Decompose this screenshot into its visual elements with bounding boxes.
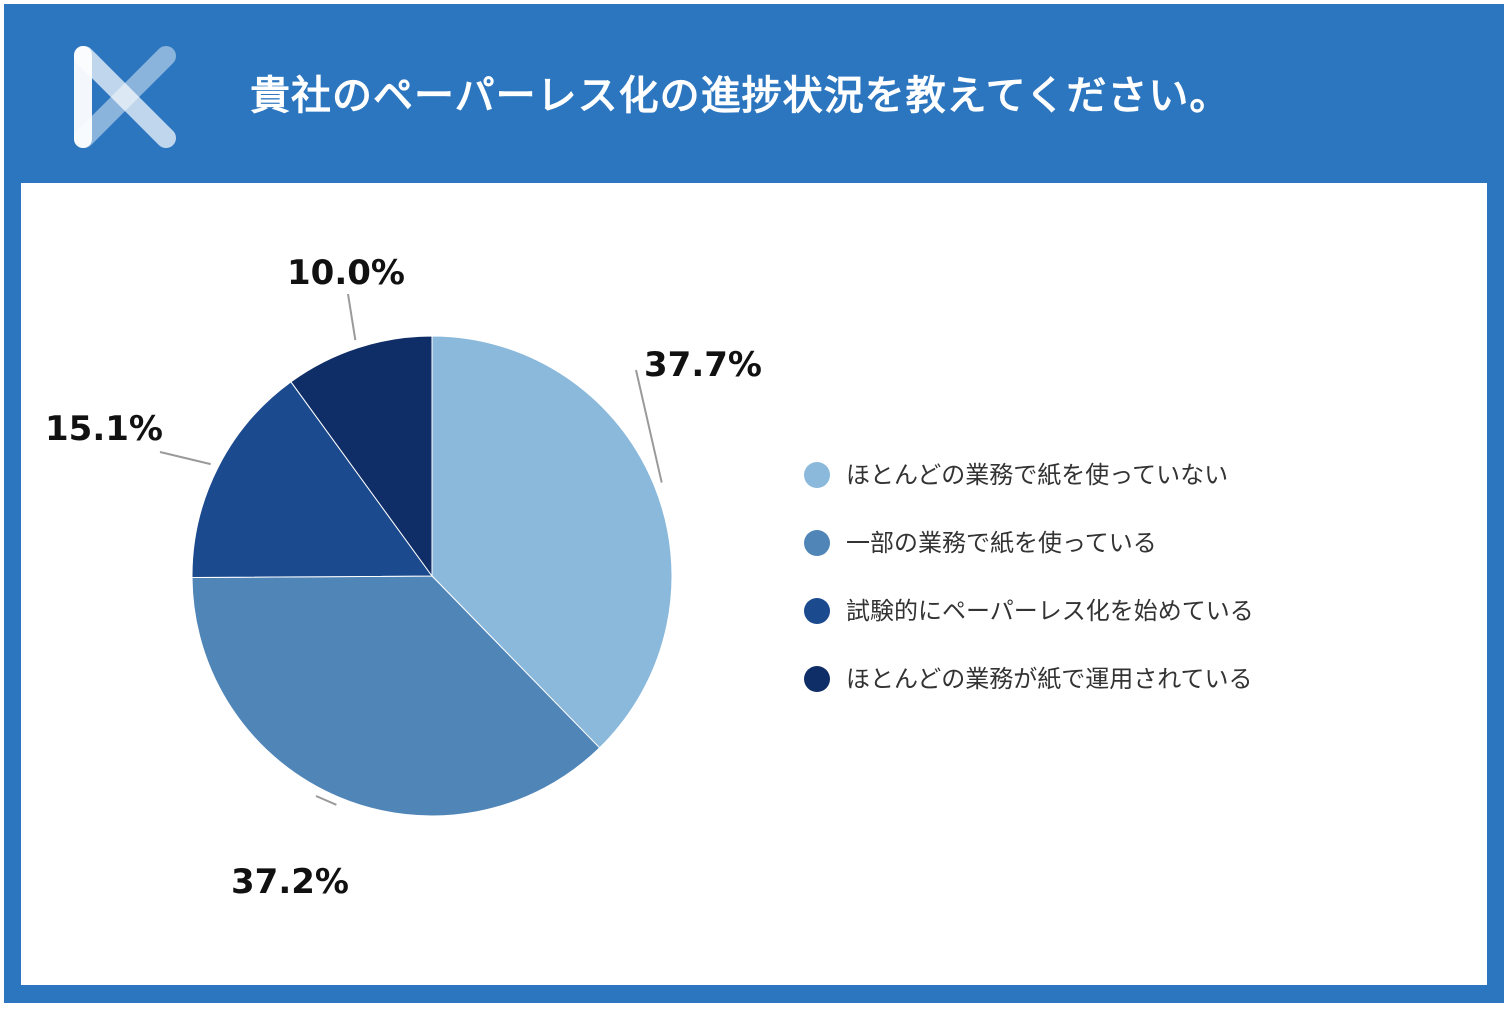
legend-label: 一部の業務で紙を使っている xyxy=(846,529,1157,557)
slice-value-label-3: 15.1% xyxy=(45,409,163,449)
pie-slice-2 xyxy=(191,575,601,817)
leader-line-4 xyxy=(347,293,357,341)
legend-label: 試験的にペーパーレス化を始めている xyxy=(846,597,1254,625)
leader-line-3 xyxy=(159,451,211,466)
pie-slice-3 xyxy=(191,381,433,579)
leader-line-2 xyxy=(315,795,337,806)
page-title: 貴社のペーパーレス化の進捗状況を教えてください。 xyxy=(250,73,1231,119)
legend-swatch xyxy=(804,462,830,488)
legend-swatch xyxy=(804,666,830,692)
legend-swatch xyxy=(804,598,830,624)
leader-line-1 xyxy=(635,369,663,483)
slice-value-label-2: 37.2% xyxy=(231,862,349,902)
legend-swatch xyxy=(804,530,830,556)
slice-value-label-1: 37.7% xyxy=(644,345,762,385)
pie-slice-1 xyxy=(431,335,673,749)
legend-label: ほとんどの業務が紙で運用されている xyxy=(846,665,1253,693)
logo-icon xyxy=(74,46,176,148)
slice-value-label-4: 10.0% xyxy=(287,253,405,293)
legend-label: ほとんどの業務で紙を使っていない xyxy=(846,461,1229,489)
pie-slice-4 xyxy=(290,335,433,578)
